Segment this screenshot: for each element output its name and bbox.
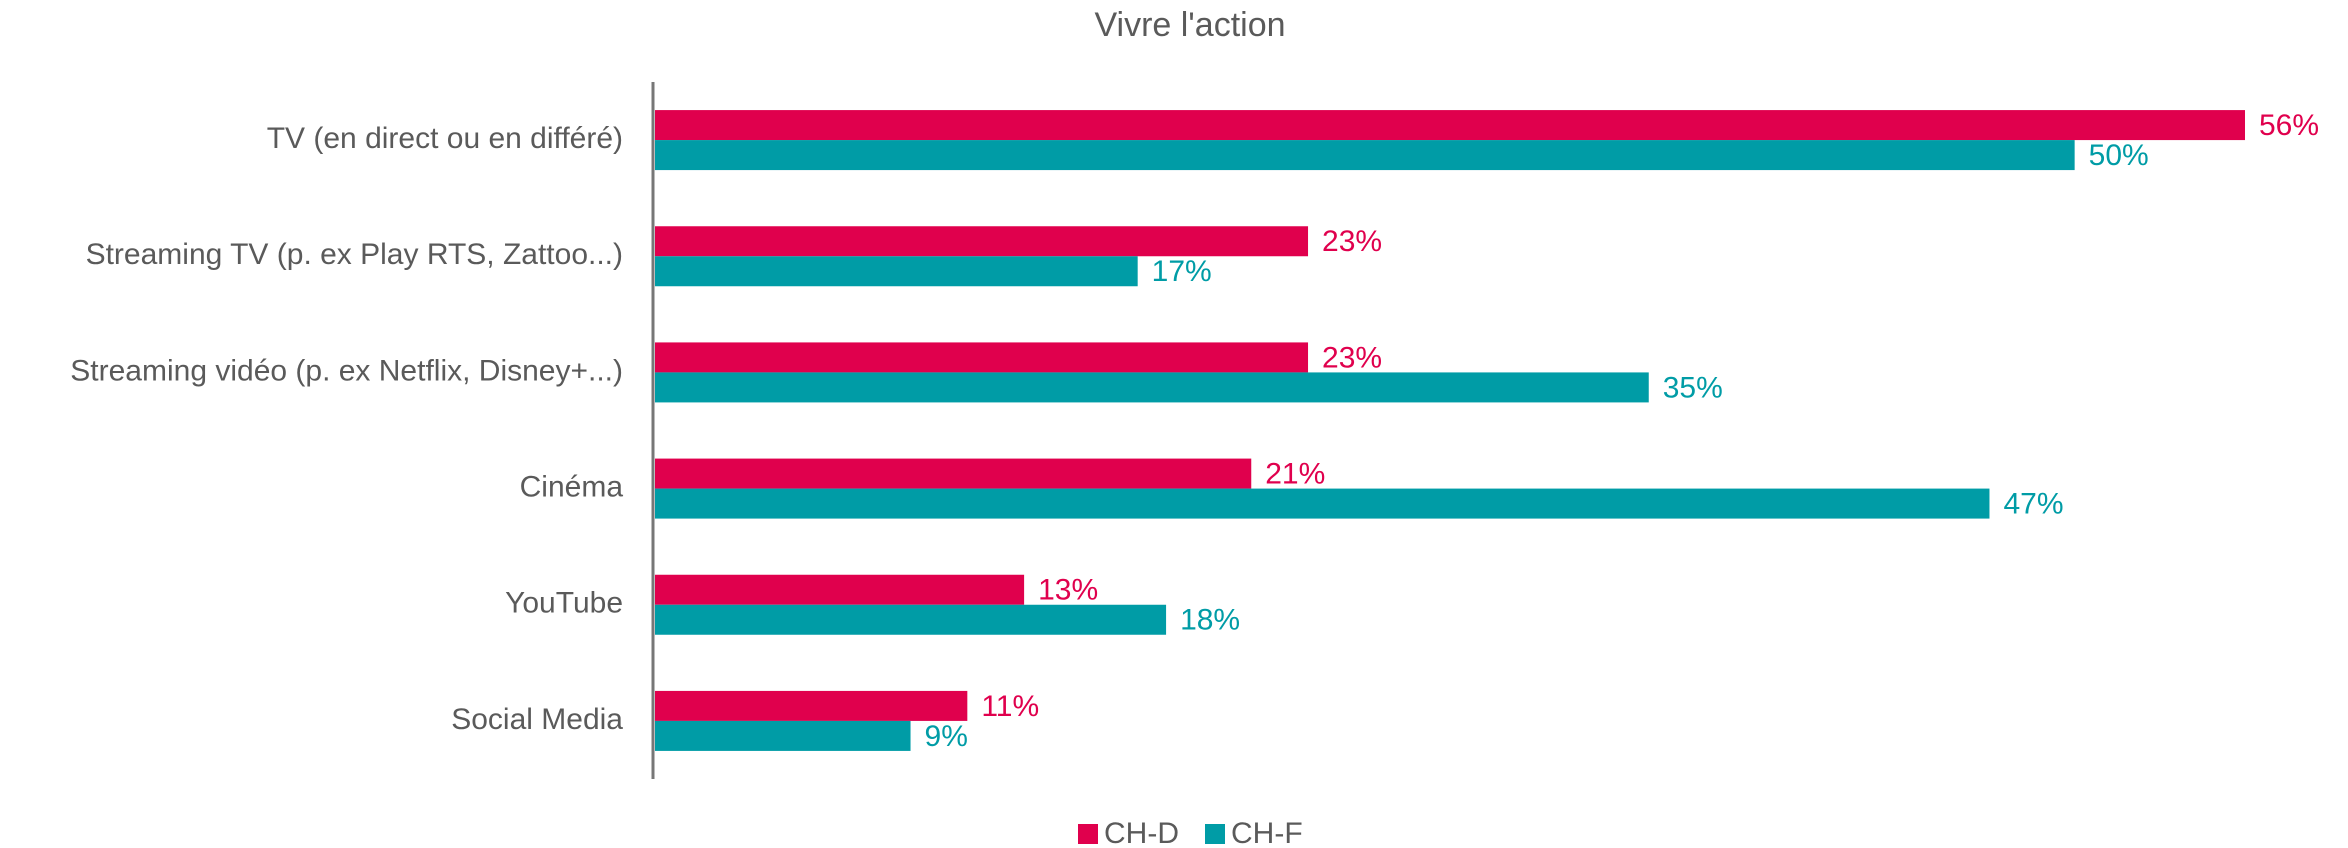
bar	[655, 256, 1138, 287]
bar	[655, 604, 1167, 635]
bar	[655, 574, 1025, 605]
category-label: Streaming vidéo (p. ex Netflix, Disney+.…	[70, 354, 623, 387]
value-label: 23%	[1322, 225, 1382, 258]
category-label: Streaming TV (p. ex Play RTS, Zattoo...)	[86, 238, 623, 271]
bar	[655, 110, 2245, 141]
bar	[655, 226, 1309, 257]
value-label: 17%	[1152, 255, 1212, 288]
value-label: 13%	[1038, 574, 1098, 607]
value-label: 21%	[1265, 458, 1325, 491]
legend-swatch	[1205, 824, 1225, 844]
legend-swatch	[1078, 824, 1098, 844]
legend-label: CH-D	[1104, 817, 1179, 848]
chart-title: Vivre l'action	[1094, 6, 1285, 44]
category-label: TV (en direct ou en différé)	[267, 122, 623, 155]
value-label: 35%	[1663, 371, 1723, 404]
value-label: 11%	[981, 690, 1039, 723]
bar	[655, 372, 1649, 403]
category-label: Social Media	[451, 703, 623, 736]
value-label: 9%	[925, 720, 968, 753]
bar	[655, 342, 1309, 373]
bar	[655, 458, 1252, 489]
bar	[655, 690, 968, 721]
bar	[655, 140, 2075, 171]
legend-label: CH-F	[1231, 817, 1303, 848]
bar	[655, 488, 1990, 519]
value-label: 23%	[1322, 341, 1382, 374]
value-label: 18%	[1180, 604, 1240, 637]
value-label: 47%	[2003, 488, 2063, 521]
category-label: YouTube	[505, 587, 623, 620]
value-label: 50%	[2089, 139, 2149, 172]
bar	[655, 720, 911, 751]
value-label: 56%	[2259, 109, 2319, 142]
category-label: Cinéma	[520, 471, 624, 504]
